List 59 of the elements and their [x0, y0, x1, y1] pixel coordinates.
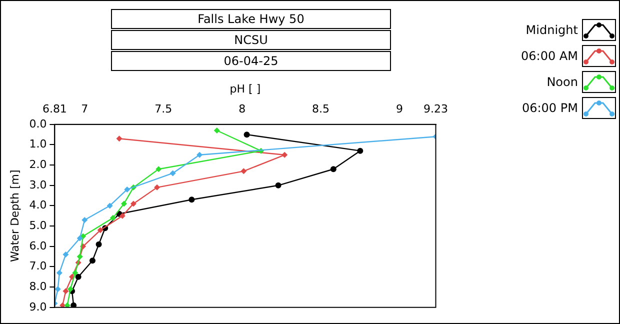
point — [116, 136, 122, 142]
point — [54, 286, 61, 292]
point — [56, 270, 62, 276]
point — [214, 128, 220, 134]
point — [244, 132, 250, 138]
point — [76, 235, 83, 242]
y-axis-title: Water Depth [m] — [8, 170, 22, 262]
point — [154, 184, 160, 190]
y-tick-label: 6.0 — [29, 239, 47, 252]
y-tick-label: 8.0 — [29, 280, 47, 293]
point — [76, 254, 83, 260]
x-tick-label: 7 — [81, 102, 88, 116]
x-axis-title: pH [ ] — [230, 82, 261, 96]
chart-title: Falls Lake Hwy 50 — [111, 9, 391, 29]
point — [62, 288, 69, 294]
point — [119, 212, 126, 219]
x-tick-label: 8 — [238, 102, 246, 116]
point — [170, 170, 176, 176]
point — [357, 148, 364, 154]
text: 06-04-25 — [111, 51, 391, 71]
point — [196, 152, 203, 158]
point — [106, 202, 113, 209]
point — [70, 302, 77, 308]
y-tick-label: 2.0 — [29, 158, 47, 171]
chart-subtitle: NCSU — [111, 30, 391, 50]
point — [130, 200, 136, 207]
x-tick-label: 9.23 — [424, 102, 448, 116]
legend-label: 06:00 AM — [521, 49, 578, 63]
legend-label: 06:00 PM — [522, 101, 578, 115]
legend-label: Noon — [546, 75, 578, 89]
y-tick-label: 4.0 — [29, 198, 47, 212]
y-tick-label: 1.0 — [29, 138, 47, 151]
point — [188, 196, 195, 203]
point — [96, 241, 102, 248]
point — [275, 182, 282, 188]
point — [64, 302, 70, 308]
point — [110, 214, 116, 221]
x-tick-label: 7.5 — [154, 102, 172, 116]
y-tick-label: 9.0 — [29, 300, 47, 314]
x-tick-label: 8.5 — [312, 102, 330, 116]
y-tick-label: 3.0 — [29, 178, 47, 192]
point — [282, 152, 288, 158]
point — [124, 186, 130, 192]
point — [75, 274, 82, 280]
y-tick-label: 7.0 — [29, 260, 47, 273]
point — [82, 216, 88, 223]
y-tick-label: 0.0 — [29, 117, 47, 130]
point — [240, 168, 247, 174]
y-tick-label: 5.0 — [29, 218, 47, 232]
legend-label: Midnight — [526, 23, 578, 37]
point — [97, 227, 104, 234]
point — [156, 166, 162, 172]
x-tick-label: 9 — [396, 102, 404, 116]
x-tick-label: 6.81 — [42, 102, 67, 116]
point — [89, 258, 96, 264]
point — [120, 200, 127, 207]
point — [62, 252, 69, 258]
point — [330, 166, 336, 172]
point — [72, 270, 78, 276]
